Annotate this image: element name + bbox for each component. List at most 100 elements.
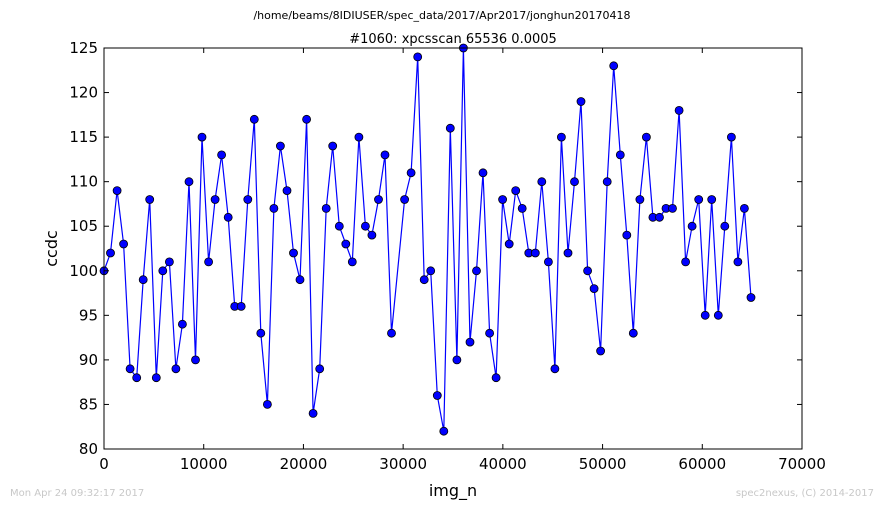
x-tick-label: 0 xyxy=(99,455,109,473)
x-axis-label: img_n xyxy=(429,481,477,501)
chart-suptitle: /home/beams/8IDIUSER/spec_data/2017/Apr2… xyxy=(253,9,630,22)
data-point xyxy=(700,310,710,320)
data-point xyxy=(635,195,645,204)
data-point xyxy=(419,275,429,285)
data-point xyxy=(289,248,298,258)
data-point xyxy=(472,266,481,276)
data-point xyxy=(321,203,331,213)
data-point xyxy=(132,373,142,383)
data-point xyxy=(164,257,174,267)
data-point xyxy=(426,266,436,276)
data-point xyxy=(733,257,743,267)
data-point xyxy=(687,221,697,231)
x-tick-label: 40000 xyxy=(479,455,527,473)
data-point xyxy=(727,132,736,142)
data-point xyxy=(387,328,396,338)
data-point xyxy=(530,248,540,258)
y-axis-label: ccdc xyxy=(42,230,61,267)
data-point xyxy=(609,61,619,71)
data-point xyxy=(328,141,338,151)
series-line xyxy=(103,47,752,432)
data-point xyxy=(256,328,266,338)
data-point xyxy=(537,177,547,187)
data-point xyxy=(249,114,259,124)
data-point xyxy=(498,195,508,204)
data-point xyxy=(583,266,592,276)
data-point xyxy=(655,212,664,222)
data-point xyxy=(557,132,566,142)
y-tick-label: 125 xyxy=(69,39,98,57)
data-point xyxy=(504,239,514,249)
data-point xyxy=(191,355,200,365)
data-point xyxy=(707,195,717,204)
data-point xyxy=(112,186,122,196)
data-point xyxy=(354,132,364,142)
data-point xyxy=(406,168,416,178)
data-point xyxy=(374,195,383,204)
data-point xyxy=(615,150,625,160)
x-tick-label: 20000 xyxy=(280,455,328,473)
data-point xyxy=(452,355,462,365)
y-tick-label: 120 xyxy=(69,84,98,102)
footer-timestamp: Mon Apr 24 09:32:17 2017 xyxy=(10,488,145,499)
data-point xyxy=(544,257,553,267)
x-tick-label: 10000 xyxy=(180,455,228,473)
y-tick-label: 105 xyxy=(69,217,98,235)
data-point xyxy=(243,195,253,204)
x-tick-label: 30000 xyxy=(379,455,427,473)
data-point xyxy=(184,177,194,187)
x-tick-label: 70000 xyxy=(778,455,826,473)
data-point xyxy=(367,230,377,240)
y-tick-label: 100 xyxy=(69,262,98,280)
data-point xyxy=(713,310,723,320)
data-point xyxy=(740,203,749,213)
data-point xyxy=(217,150,227,160)
data-point xyxy=(236,301,246,311)
data-point xyxy=(360,221,370,231)
data-point xyxy=(158,266,168,276)
data-point xyxy=(106,248,115,258)
data-point xyxy=(380,150,390,160)
data-point xyxy=(628,328,638,338)
data-point xyxy=(439,426,449,436)
y-tick-label: 95 xyxy=(79,306,98,324)
data-point xyxy=(681,257,690,267)
data-point xyxy=(177,319,187,329)
data-point xyxy=(341,239,351,249)
data-point xyxy=(413,52,423,62)
data-point xyxy=(125,364,135,374)
data-point xyxy=(138,275,148,285)
data-point xyxy=(576,97,586,106)
data-point xyxy=(550,364,560,374)
data-point xyxy=(511,186,521,196)
data-point xyxy=(210,195,220,204)
data-point xyxy=(674,106,684,115)
data-point xyxy=(334,221,344,231)
y-tick-label: 85 xyxy=(79,395,98,413)
axes-frame xyxy=(103,47,803,450)
data-point xyxy=(465,337,475,347)
data-point xyxy=(151,373,161,383)
x-tick-label: 50000 xyxy=(579,455,627,473)
data-point xyxy=(315,364,325,374)
data-point xyxy=(119,239,128,249)
data-point xyxy=(308,408,318,418)
data-point xyxy=(642,132,651,142)
data-point xyxy=(171,364,181,374)
y-tick-label: 90 xyxy=(79,351,98,369)
footer-credit: spec2nexus, (C) 2014-2017 xyxy=(735,488,874,499)
data-point xyxy=(275,141,285,151)
data-point xyxy=(400,195,410,204)
y-tick-label: 115 xyxy=(69,128,98,146)
data-point xyxy=(491,373,501,383)
data-point xyxy=(197,132,207,142)
data-point xyxy=(517,203,527,213)
plot-marks xyxy=(99,43,756,436)
data-point xyxy=(282,186,292,196)
data-point xyxy=(746,293,756,302)
data-point xyxy=(269,203,279,213)
data-point xyxy=(204,257,214,267)
y-tick-label: 110 xyxy=(69,173,98,191)
data-point xyxy=(602,177,612,187)
